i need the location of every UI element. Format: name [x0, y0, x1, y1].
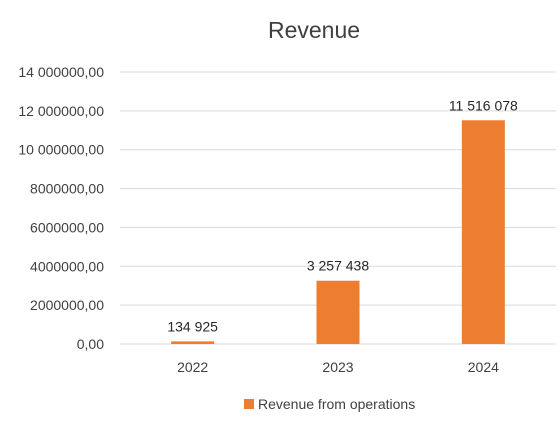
bars	[171, 120, 505, 344]
x-tick-label: 2023	[322, 359, 353, 375]
x-tick-label: 2022	[177, 359, 208, 375]
y-tick-label: 10 000000,00	[18, 142, 104, 158]
data-label: 134 925	[167, 318, 218, 334]
y-tick-label: 6000000,00	[30, 219, 104, 235]
y-tick-label: 14 000000,00	[18, 64, 104, 80]
bar	[316, 280, 360, 344]
data-labels: 134 925 3 257 438 11 516 078	[167, 97, 518, 334]
data-label: 11 516 078	[449, 97, 518, 113]
legend-label: Revenue from operations	[258, 396, 415, 412]
gridlines	[120, 71, 556, 345]
y-tick-label: 4000000,00	[30, 258, 104, 274]
y-tick-label: 8000000,00	[30, 181, 104, 197]
y-tick-label: 2000000,00	[30, 297, 104, 313]
y-tick-label: 12 000000,00	[18, 103, 104, 119]
bar	[171, 341, 215, 344]
y-axis-tick-labels: 0,00 2000000,00 4000000,00 6000000,00 800000…	[18, 64, 104, 352]
y-tick-label: 0,00	[77, 336, 104, 352]
legend-swatch	[244, 399, 254, 409]
bar	[461, 120, 505, 344]
chart-title: Revenue	[268, 17, 360, 43]
data-label: 3 257 438	[307, 258, 369, 274]
x-axis-tick-labels: 2022 2023 2024	[177, 359, 499, 375]
legend: Revenue from operations	[244, 396, 415, 412]
x-tick-label: 2024	[468, 359, 499, 375]
